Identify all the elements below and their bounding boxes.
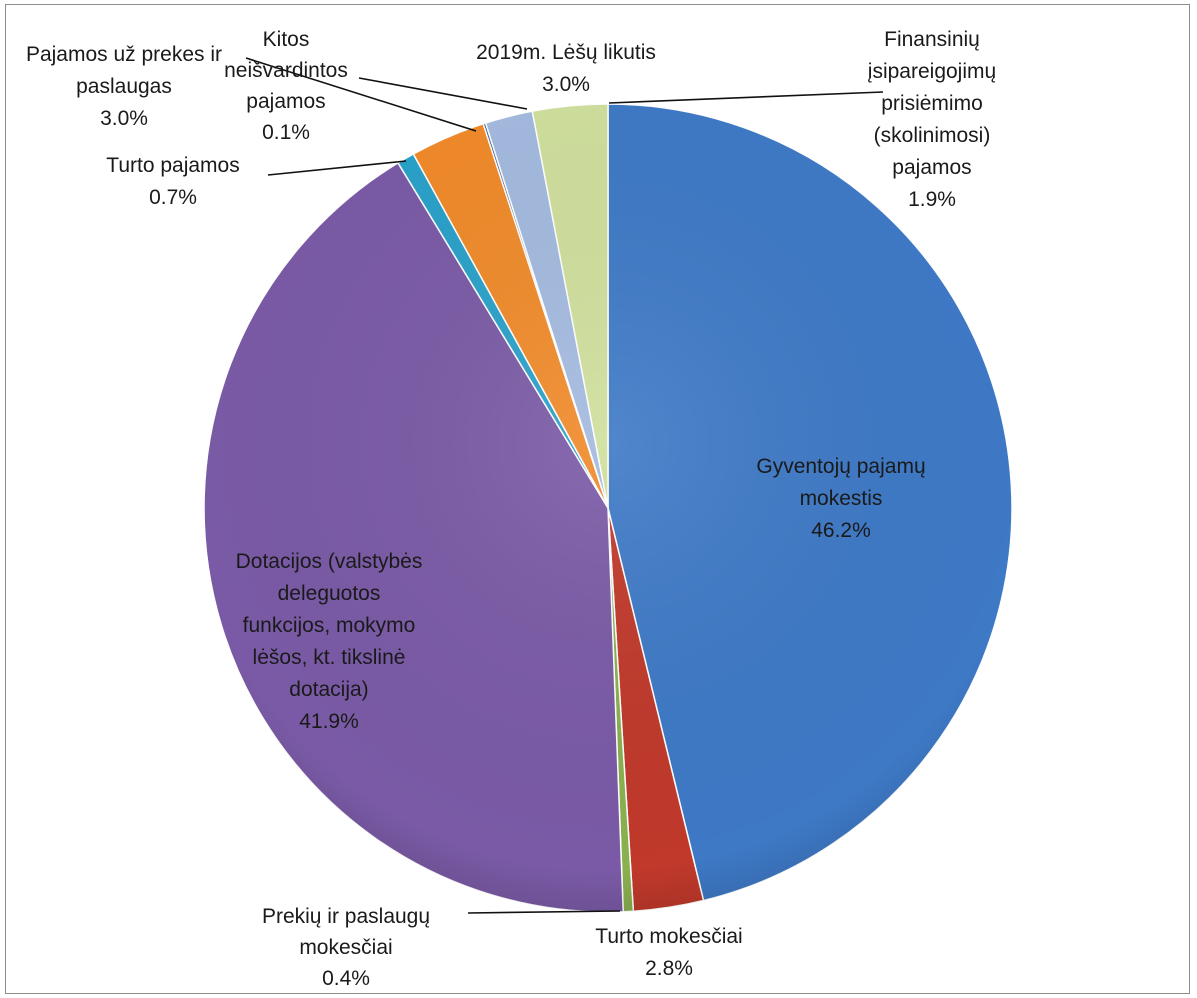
slice-label-prekiu-ir-paslaugu-mokesciai: Prekių ir paslaugų mokesčiai 0.4% bbox=[262, 905, 430, 990]
slice-label-line: Dotacijos (valstybės bbox=[236, 550, 423, 573]
slice-percent-label: 1.9% bbox=[908, 188, 956, 211]
slice-label-line: neišvardintos bbox=[224, 59, 348, 82]
slice-percent-label: 2.8% bbox=[645, 957, 693, 980]
slice-label-kitos-neisvardintos-pajamos: Kitos neišvardintos pajamos 0.1% bbox=[224, 28, 348, 144]
slice-label-line: dotacija) bbox=[289, 678, 368, 701]
slice-label-turto-mokesciai: Turto mokesčiai 2.8% bbox=[595, 925, 742, 980]
pie-chart: Gyventojų pajamų mokestis 46.2% Turto mokes… bbox=[26, 28, 1013, 990]
slice-label-2019m-lesu-likutis: 2019m. Lėšų likutis 3.0% bbox=[476, 41, 656, 96]
slice-label-line: (skolinimosi) bbox=[874, 124, 991, 147]
pie-slices bbox=[203, 103, 1013, 913]
slice-percent-label: 46.2% bbox=[811, 519, 871, 542]
slice-percent-label: 3.0% bbox=[100, 107, 148, 130]
slice-label-dotacijos-valstybes-deleguotos-funkcijos-mokymo-lesos-kt-tiksline-dotacija: Dotacijos (valstybės deleguotos funkcijos,… bbox=[236, 550, 423, 733]
slice-percent-label: 3.0% bbox=[542, 73, 590, 96]
slice-label-line: paslaugas bbox=[76, 75, 172, 98]
slice-label-line: 2019m. Lėšų likutis bbox=[476, 41, 656, 64]
leader-line-prekiu-ir-paslaugu-mokesciai bbox=[467, 910, 621, 914]
leader-line-turto-pajamos bbox=[267, 160, 407, 176]
slice-label-line: funkcijos, mokymo bbox=[243, 614, 416, 637]
leader-line-pajamos-uz-prekes-ir-paslaugas bbox=[245, 57, 477, 132]
slice-label-line: deleguotos bbox=[278, 582, 381, 605]
slice-label-turto-pajamos: Turto pajamos 0.7% bbox=[106, 154, 239, 209]
slice-label-line: Prekių ir paslaugų bbox=[262, 905, 430, 928]
slice-label-line: Gyventojų pajamų bbox=[756, 455, 925, 478]
slice-label-pajamos-uz-prekes-ir-paslaugas: Pajamos už prekes ir paslaugas 3.0% bbox=[26, 43, 222, 130]
slice-label-line: Finansinių bbox=[884, 28, 980, 51]
slice-label-line: Turto pajamos bbox=[106, 154, 239, 177]
leader-line-finansiniu-isipareigojimu-prisiemimo-skolinimosi-pajamos bbox=[608, 91, 884, 104]
slice-label-gyventoju-pajamu-mokestis: Gyventojų pajamų mokestis 46.2% bbox=[756, 455, 925, 542]
slice-labels: Gyventojų pajamų mokestis 46.2% Turto mokes… bbox=[26, 28, 996, 990]
slice-label-finansiniu-isipareigojimu-prisiemimo-skolinimosi-pajamos: Finansinių įsipareigojimų prisiėmimo (skoli… bbox=[868, 28, 996, 211]
slice-label-line: mokestis bbox=[800, 487, 883, 510]
slice-label-line: mokesčiai bbox=[299, 936, 392, 959]
slice-percent-label: 0.4% bbox=[322, 967, 370, 990]
chart-frame: Gyventojų pajamų mokestis 46.2% Turto mokes… bbox=[5, 4, 1190, 994]
slice-percent-label: 0.1% bbox=[262, 121, 310, 144]
slice-label-line: lėšos, kt. tikslinė bbox=[253, 646, 406, 669]
slice-label-line: pajamos bbox=[892, 156, 971, 179]
slice-label-line: Pajamos už prekes ir bbox=[26, 43, 222, 66]
slice-label-line: pajamos bbox=[246, 90, 325, 113]
slice-percent-label: 41.9% bbox=[299, 710, 359, 733]
slice-label-line: prisiėmimo bbox=[881, 92, 983, 115]
slice-percent-label: 0.7% bbox=[149, 186, 197, 209]
leader-line-kitos-neisvardintos-pajamos bbox=[358, 77, 528, 110]
slice-label-line: Turto mokesčiai bbox=[595, 925, 742, 948]
slice-label-line: Kitos bbox=[263, 28, 310, 51]
leader-lines bbox=[245, 57, 884, 914]
slice-label-line: įsipareigojimų bbox=[868, 60, 996, 83]
